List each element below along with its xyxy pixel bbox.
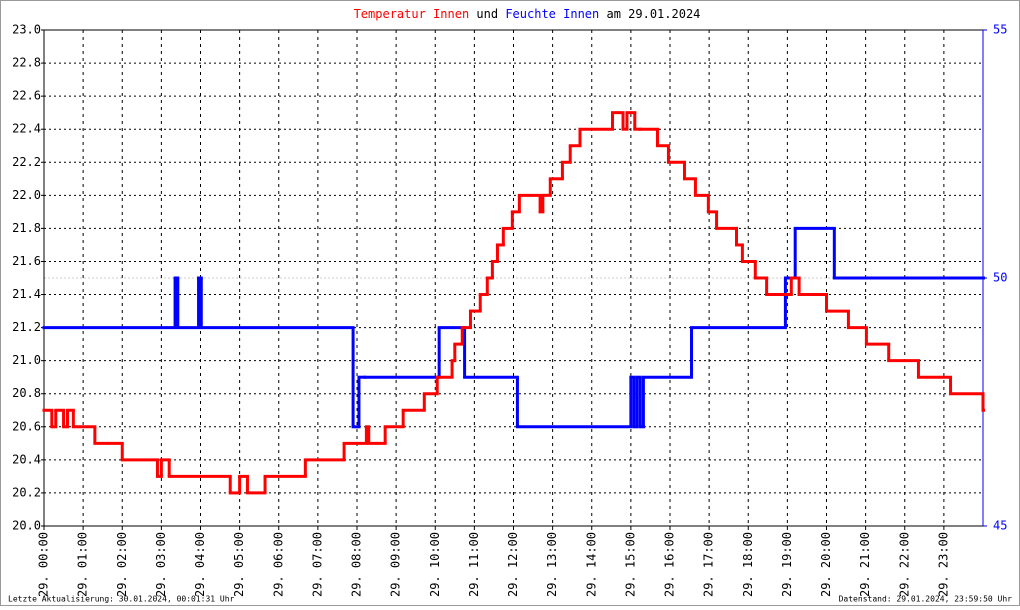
y-tick-label: 22.2 — [12, 155, 41, 169]
x-tick-label: 29. 13:00 — [545, 532, 559, 597]
title-series-2: Feuchte Innen — [505, 7, 599, 21]
x-tick-label: 29. 04:00 — [193, 532, 207, 597]
x-tick-label: 29. 18:00 — [741, 532, 755, 597]
x-tick-label: 29. 20:00 — [819, 532, 833, 597]
x-tick-label: 29. 14:00 — [584, 532, 598, 597]
y-tick-label: 22.4 — [12, 122, 41, 136]
x-tick-label: 29. 11:00 — [467, 532, 481, 597]
y-tick-label: 20.8 — [12, 386, 41, 400]
title-series-1: Temperatur Innen — [354, 7, 470, 21]
y-tick-label: 20.6 — [12, 419, 41, 433]
y-tick-label: 21.4 — [12, 287, 41, 301]
x-tick-label: 29. 05:00 — [232, 532, 246, 597]
x-tick-label: 29. 03:00 — [154, 532, 168, 597]
footer-right: Datenstand: 29.01.2024, 23:59:50 Uhr — [839, 595, 1013, 604]
x-tick-label: 29. 17:00 — [702, 532, 716, 597]
x-tick-label: 29. 00:00 — [37, 532, 51, 597]
y2-tick-label: 45 — [993, 519, 1007, 533]
x-tick-label: 29. 15:00 — [623, 532, 637, 597]
y-tick-label: 23.0 — [12, 23, 41, 37]
x-tick-label: 29. 16:00 — [663, 532, 677, 597]
y2-tick-label: 50 — [993, 271, 1007, 285]
x-tick-label: 29. 10:00 — [428, 532, 442, 597]
x-tick-label: 29. 07:00 — [310, 532, 324, 597]
x-tick-label: 29. 06:00 — [271, 532, 285, 597]
y-tick-label: 22.8 — [12, 56, 41, 70]
x-tick-label: 29. 12:00 — [506, 532, 520, 597]
y-tick-label: 20.2 — [12, 485, 41, 499]
x-tick-label: 29. 02:00 — [115, 532, 129, 597]
x-tick-label: 29. 21:00 — [858, 532, 872, 597]
y-tick-label: 22.6 — [12, 89, 41, 103]
x-tick-label: 29. 09:00 — [389, 532, 403, 597]
x-tick-label: 29. 08:00 — [350, 532, 364, 597]
chart-title: Temperatur Innen und Feuchte Innen am 29… — [354, 7, 701, 21]
title-date: am 29.01.2024 — [606, 7, 700, 21]
x-tick-label: 29. 19:00 — [780, 532, 794, 597]
y-tick-label: 20.4 — [12, 452, 41, 466]
y-tick-label: 20.0 — [12, 519, 41, 533]
x-tick-label: 29. 01:00 — [76, 532, 90, 597]
x-tick-label: 29. 22:00 — [897, 532, 911, 597]
y2-tick-label: 55 — [993, 23, 1007, 37]
y-tick-label: 22.0 — [12, 188, 41, 202]
y-tick-label: 21.6 — [12, 254, 41, 268]
title-joiner: und — [476, 7, 498, 21]
x-tick-label: 29. 23:00 — [936, 532, 950, 597]
y-tick-label: 21.0 — [12, 353, 41, 367]
footer-left: Letzte Aktualisierung: 30.01.2024, 00:01… — [8, 595, 235, 604]
y-tick-label: 21.8 — [12, 221, 41, 235]
y-tick-label: 21.2 — [12, 320, 41, 334]
